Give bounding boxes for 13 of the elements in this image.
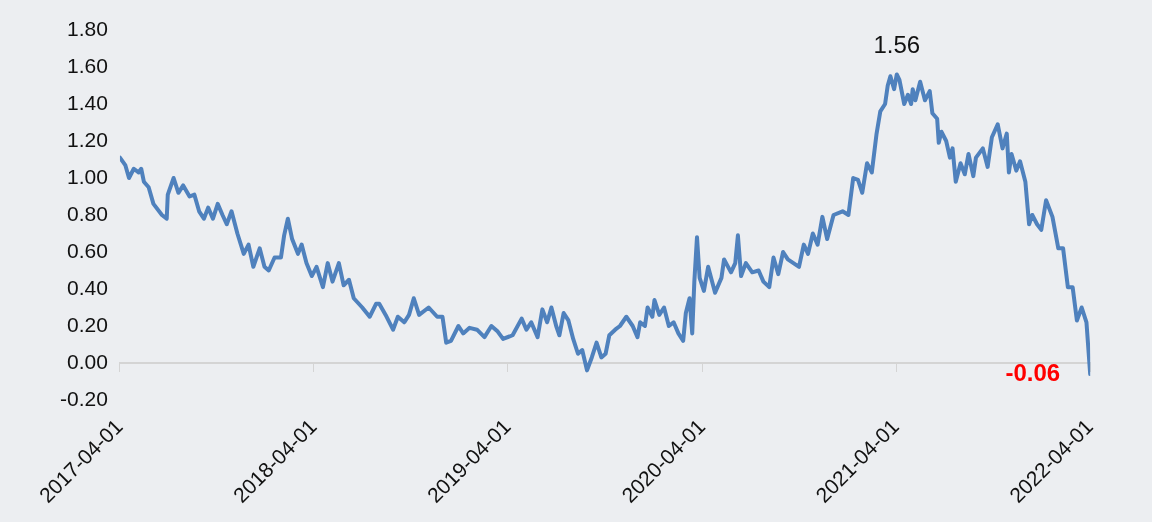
y-tick-label: -0.20	[60, 386, 108, 410]
data-label: -0.06	[1005, 358, 1061, 386]
y-tick-label: 1.40	[67, 90, 108, 114]
data-label: 1.56	[873, 31, 921, 59]
y-tick-label: 1.60	[67, 53, 108, 77]
y-tick-label: 0.20	[67, 312, 108, 336]
y-tick-label: 0.00	[67, 349, 108, 373]
y-tick-label: 1.20	[67, 127, 108, 151]
y-tick-label: 0.40	[67, 275, 108, 299]
y-tick-label: 0.60	[67, 238, 108, 262]
y-tick-label: 1.80	[67, 16, 108, 40]
y-tick-label: 1.00	[67, 164, 108, 188]
y-tick-label: 0.80	[67, 201, 108, 225]
